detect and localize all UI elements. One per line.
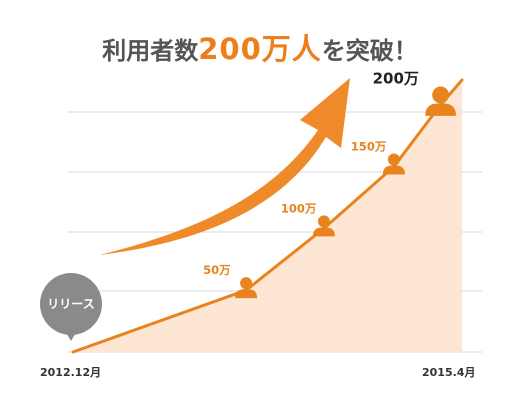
data-label: 50万 (203, 263, 231, 277)
person-body (425, 103, 457, 116)
headline-number: 200万人 (198, 32, 322, 66)
person-body (312, 227, 335, 237)
person-head (240, 277, 253, 290)
data-label: 200万 (373, 70, 419, 88)
person-marker-icon (235, 277, 258, 299)
area-fill (73, 80, 462, 352)
data-label: 150万 (351, 140, 387, 154)
release-bubble: リリース (40, 273, 102, 341)
person-head (317, 215, 330, 228)
data-label: 100万 (281, 201, 317, 215)
data-labels: 50万 100万 150万 200万 (203, 70, 419, 277)
headline-prefix: 利用者数 (102, 37, 199, 65)
person-head (432, 86, 450, 104)
data-markers (235, 86, 457, 299)
x-tick-label-start: 2012.12月 (40, 366, 102, 379)
x-tick-label-end: 2015.4月 (422, 366, 476, 379)
person-marker-icon (382, 153, 405, 175)
person-head (387, 153, 400, 166)
headline: 利用者数200万人を突破！ (0, 26, 520, 68)
person-body (382, 165, 405, 175)
person-marker-icon (312, 215, 335, 237)
headline-suffix: を突破！ (321, 37, 418, 65)
growth-arrow (100, 78, 350, 255)
person-body (235, 289, 258, 299)
person-marker-icon (425, 86, 457, 116)
release-label: リリース (47, 297, 95, 311)
